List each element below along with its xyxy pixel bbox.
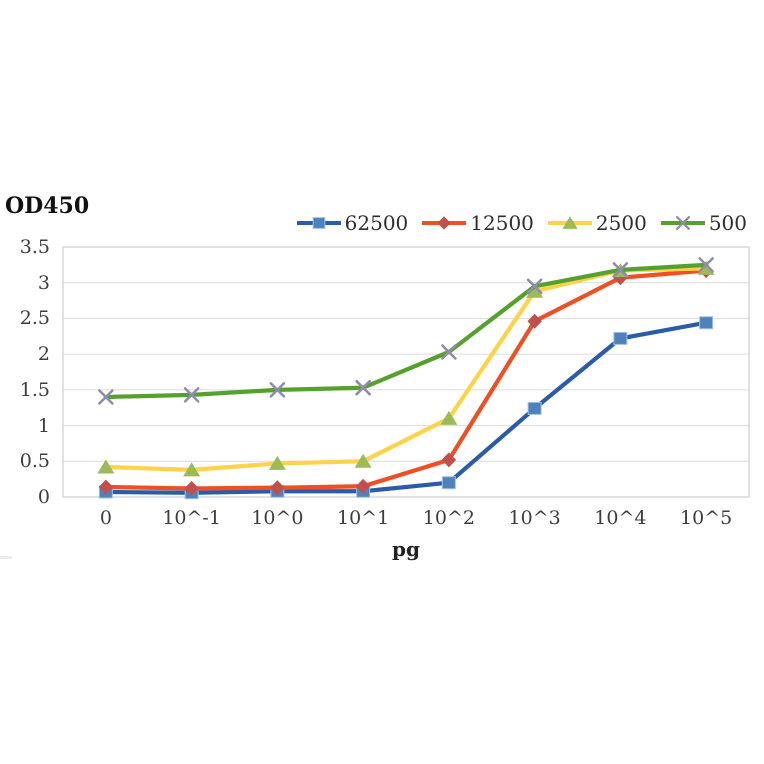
x-marker (526, 278, 543, 295)
y-tick-label: 1 (37, 414, 50, 437)
square-marker (527, 401, 542, 415)
diamond-marker (355, 478, 371, 494)
y-tick-label: 2.5 (19, 307, 50, 330)
x-marker (183, 387, 200, 403)
x-tick-label: 10^3 (508, 507, 561, 529)
x-marker (612, 262, 629, 278)
y-tick-label: 3.5 (19, 236, 50, 258)
x-marker (441, 344, 457, 360)
legend-key-icon (422, 216, 467, 230)
legend-item-2500: 2500 (547, 211, 647, 235)
scan-artifact (0, 556, 12, 559)
diamond-marker (441, 452, 457, 468)
legend-key-icon (296, 217, 341, 229)
chart-legend: 62500 12500 2500 500 (296, 211, 747, 235)
legend-item-500: 500 (660, 211, 747, 235)
legend-item-12500: 12500 (421, 211, 534, 235)
legend-label: 12500 (470, 211, 534, 235)
x-marker (675, 215, 690, 231)
x-tick-label: 10^0 (251, 507, 304, 529)
y-tick-label: 0.5 (19, 450, 50, 473)
series-line-12500 (103, 268, 709, 491)
x-tick-label: 10^-1 (162, 507, 221, 529)
square-marker (441, 476, 456, 490)
triangle-marker (268, 455, 286, 470)
x-tick-label: 10^5 (680, 507, 733, 529)
diamond-marker (437, 216, 451, 230)
x-axis-title: pg (392, 537, 420, 561)
triangle-marker (97, 459, 115, 474)
diamond-marker (527, 313, 542, 329)
y-tick-label: 3 (37, 271, 50, 294)
series-line-500 (103, 262, 709, 400)
x-marker (698, 257, 714, 273)
x-marker (355, 379, 371, 396)
y-tick-label: 2 (37, 343, 50, 366)
square-marker (613, 331, 628, 345)
triangle-marker (354, 453, 372, 468)
triangle-marker (697, 260, 715, 275)
legend-key-icon (660, 215, 705, 231)
plot-border (62, 246, 750, 498)
x-tick-label: 10^2 (422, 507, 475, 529)
legend-label: 62500 (344, 211, 409, 235)
series-line-62500 (103, 320, 709, 495)
x-tick-label: 0 (99, 507, 112, 529)
x-marker (98, 389, 114, 405)
diamond-marker (98, 479, 114, 495)
legend-item-62500: 62500 (296, 211, 409, 235)
diamond-marker (270, 480, 285, 496)
y-tick-label: 1.5 (19, 378, 50, 401)
x-marker (269, 382, 286, 398)
legend-key-icon (547, 216, 592, 229)
square-marker (312, 217, 326, 229)
triangle-marker (526, 283, 544, 298)
legend-label: 2500 (595, 211, 647, 235)
square-marker (699, 316, 714, 330)
legend-label: 500 (708, 211, 747, 235)
triangle-marker (440, 410, 458, 425)
diamond-marker (184, 480, 199, 496)
x-tick-label: 10^1 (337, 507, 390, 529)
triangle-marker (562, 216, 578, 229)
triangle-marker (183, 462, 201, 477)
y-tick-label: 0 (37, 486, 50, 508)
y-axis-title: OD450 (5, 193, 90, 219)
x-tick-label: 10^4 (594, 507, 647, 529)
